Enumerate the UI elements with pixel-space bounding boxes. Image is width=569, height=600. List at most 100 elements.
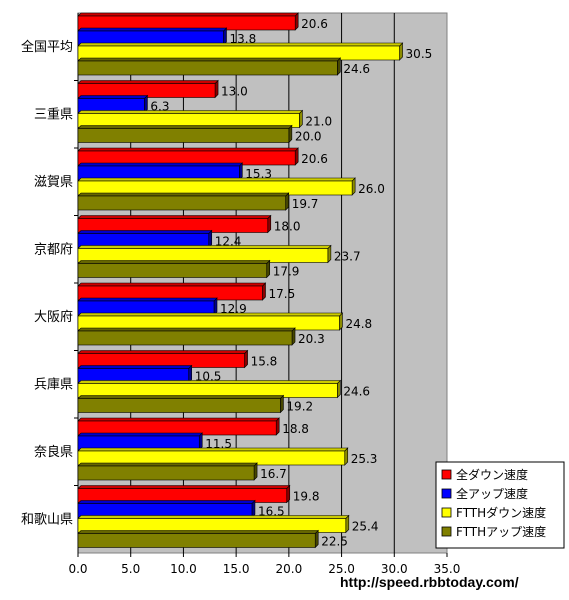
bar-top <box>77 12 299 17</box>
legend-label: 全アップ速度 <box>456 486 528 501</box>
data-label: 20.6 <box>301 152 328 166</box>
data-label: 24.6 <box>343 385 370 399</box>
bar-top <box>77 230 213 234</box>
data-label: 25.4 <box>352 520 379 534</box>
data-label: 19.2 <box>286 400 313 414</box>
data-label: 22.5 <box>321 535 348 549</box>
bar-top <box>77 462 258 467</box>
bar <box>77 60 338 76</box>
data-label: 12.9 <box>220 302 247 316</box>
legend-swatch <box>441 488 452 499</box>
data-label: 17.9 <box>273 265 300 279</box>
source-url: http://speed.rbbtoday.com/ <box>340 574 519 590</box>
data-label: 13.0 <box>221 85 248 99</box>
x-tick-label: 5.0 <box>121 562 140 576</box>
category-label: 和歌山県 <box>21 512 73 527</box>
bar-top <box>77 162 244 167</box>
bars-group <box>77 12 404 549</box>
data-label: 6.3 <box>150 100 169 114</box>
bar-top <box>77 530 319 534</box>
bar <box>77 465 255 481</box>
bar-top <box>77 515 350 519</box>
bar-top <box>77 395 285 399</box>
bar-top <box>77 350 249 354</box>
data-label: 12.4 <box>215 235 242 249</box>
data-label: 19.7 <box>292 197 319 211</box>
bar-top <box>77 500 256 504</box>
bar-top <box>77 192 290 197</box>
bar <box>77 533 316 548</box>
bar-top <box>77 297 218 302</box>
bar-top <box>77 260 271 264</box>
x-tick-label: 30.0 <box>381 562 408 576</box>
data-label: 26.0 <box>358 182 385 196</box>
data-label: 24.8 <box>345 317 372 331</box>
bar-top <box>77 417 280 422</box>
x-tick-label: 0.0 <box>68 562 87 576</box>
bar-top <box>77 27 228 32</box>
bar-top <box>77 215 272 219</box>
bar-top <box>77 125 293 129</box>
data-label: 19.8 <box>293 490 320 504</box>
bar-top <box>77 57 342 62</box>
data-label: 20.6 <box>301 17 328 31</box>
category-label: 滋賀県 <box>34 175 73 190</box>
data-label: 15.3 <box>245 167 272 181</box>
x-tick-label: 25.0 <box>328 562 355 576</box>
bar-top <box>77 110 304 114</box>
data-label: 16.5 <box>258 505 285 519</box>
bar <box>77 263 268 278</box>
data-label: 25.3 <box>351 452 378 466</box>
category-label: 京都府 <box>34 242 73 257</box>
x-tick-label: 20.0 <box>275 562 302 576</box>
bar-top <box>77 282 267 287</box>
bar-top <box>77 177 356 182</box>
data-label: 13.8 <box>229 32 256 46</box>
legend-swatch <box>441 526 452 537</box>
legend-swatch <box>441 507 452 518</box>
legend-label: 全ダウン速度 <box>456 467 528 482</box>
bar-top <box>77 432 203 437</box>
bar-top <box>77 312 344 317</box>
data-label: 24.6 <box>343 62 370 76</box>
bar <box>77 195 286 211</box>
bar <box>77 398 281 413</box>
bar-top <box>77 485 291 489</box>
bar-top <box>77 147 299 152</box>
category-label: 兵庫県 <box>34 377 73 392</box>
category-label: 全国平均 <box>21 39 73 55</box>
category-label: 三重県 <box>34 106 73 122</box>
bar-top <box>77 80 219 84</box>
legend-swatch <box>441 469 452 480</box>
x-tick-label: 35.0 <box>434 562 461 576</box>
legend-label: FTTHダウン速度 <box>456 505 546 520</box>
bar <box>77 330 293 346</box>
data-label: 30.5 <box>406 47 433 61</box>
data-label: 11.5 <box>205 437 232 451</box>
data-label: 18.8 <box>282 422 309 436</box>
x-tick-label: 10.0 <box>170 562 197 576</box>
bar-top <box>77 245 332 249</box>
bar-top <box>77 95 149 99</box>
category-label: 奈良県 <box>34 444 73 460</box>
data-label: 23.7 <box>334 250 361 264</box>
data-label: 10.5 <box>195 370 222 384</box>
data-label: 17.5 <box>269 287 296 301</box>
bar <box>77 128 290 143</box>
data-label: 16.7 <box>260 467 287 481</box>
x-tick-label: 15.0 <box>223 562 250 576</box>
data-label: 20.0 <box>295 130 322 144</box>
data-label: 20.3 <box>298 332 325 346</box>
value-labels-group: 20.6 13.8 30.5 24.6 13.0 6.3 21.020.0 20.6 15.3 2… <box>150 17 432 549</box>
bar-top <box>77 365 193 369</box>
bar-top <box>77 327 296 332</box>
category-label: 大阪府 <box>34 310 73 325</box>
data-label: 21.0 <box>305 115 332 129</box>
data-label: 15.8 <box>251 355 278 369</box>
x-tick-labels-group: 0.0 5.0 10.0 15.0 20.0 25.0 30.0 35.0 <box>68 562 460 576</box>
legend-box <box>435 461 565 549</box>
legend-label: FTTHアップ速度 <box>456 524 546 539</box>
